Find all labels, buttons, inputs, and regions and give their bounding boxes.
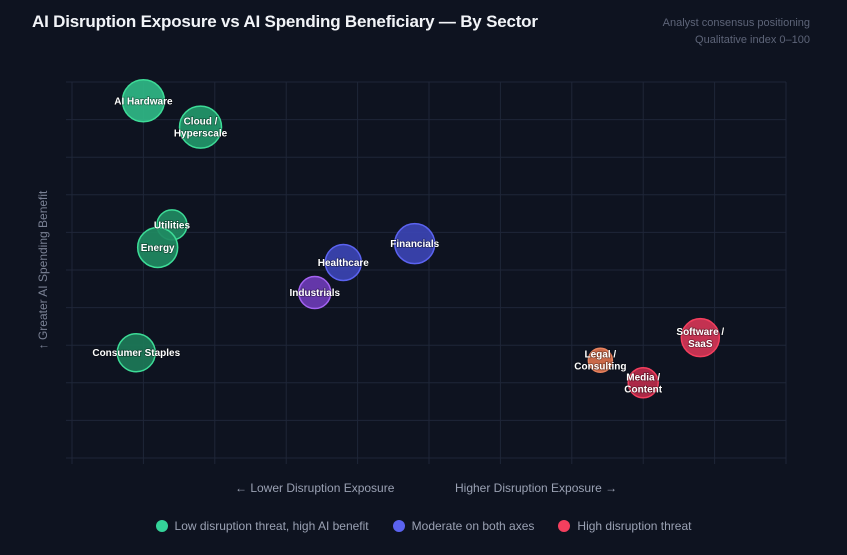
bubble-label-industrials: Industrials xyxy=(289,288,340,299)
legend-item-low[interactable]: Low disruption threat, high AI benefit xyxy=(155,519,369,533)
bubble-industrials[interactable] xyxy=(298,275,332,310)
legend-item-moderate[interactable]: Moderate on both axes xyxy=(392,519,535,533)
bubble-label-software-saas: Software / xyxy=(676,327,724,338)
x-axis-label-right: Higher Disruption Exposure → xyxy=(455,481,618,495)
grid xyxy=(66,81,787,464)
legend-label-high: High disruption threat xyxy=(577,519,692,533)
bubble-label-ai-hardware: AI Hardware xyxy=(114,96,173,107)
x-axis-label-left: ← Lower Disruption Exposure xyxy=(235,481,395,495)
bubble-software-saas[interactable] xyxy=(680,317,721,358)
bubble-label-financials: Financials xyxy=(390,239,439,250)
data-points xyxy=(116,79,721,399)
bubble-financials[interactable] xyxy=(393,222,436,265)
bubble-label-cloud-hyperscale: Hyperscale xyxy=(174,129,228,140)
legend: Low disruption threat, high AI benefit M… xyxy=(0,519,847,533)
bubble-label-software-saas: SaaS xyxy=(688,339,713,350)
subtitle-line-1: Analyst consensus positioning xyxy=(662,17,810,29)
legend-swatch-low xyxy=(155,520,168,532)
bubble-healthcare[interactable] xyxy=(324,243,363,282)
legend-label-moderate: Moderate on both axes xyxy=(411,519,535,533)
bubble-label-cloud-hyperscale: Cloud / xyxy=(184,117,218,128)
bubble-label-media-content: Media / xyxy=(626,372,660,383)
bubble-legal-consulting[interactable] xyxy=(587,347,614,373)
subtitle-line-2: Qualitative index 0–100 xyxy=(695,34,810,46)
legend-swatch-moderate xyxy=(392,520,405,532)
legend-item-high[interactable]: High disruption threat xyxy=(558,519,691,533)
bubble-cloud-hyperscale[interactable] xyxy=(178,105,223,149)
bubble-label-healthcare: Healthcare xyxy=(318,258,370,269)
bubble-energy[interactable] xyxy=(136,226,179,269)
bubble-label-utilities: Utilities xyxy=(154,220,191,231)
bubble-consumer-staples[interactable] xyxy=(116,332,157,373)
legend-swatch-high xyxy=(558,520,571,532)
chart-subtitle: Analyst consensus positioning Qualitativ… xyxy=(663,15,810,49)
legend-label-low: Low disruption threat, high AI benefit xyxy=(174,519,369,533)
chart-title: AI Disruption Exposure vs AI Spending Be… xyxy=(32,12,538,31)
bubble-label-media-content: Content xyxy=(624,384,662,395)
data-labels: AI Hardware Cloud /Hyperscale Utilities Ene… xyxy=(92,96,726,396)
bubble-ai-hardware[interactable] xyxy=(121,79,166,123)
bubble-label-energy: Energy xyxy=(141,243,175,254)
bubble-media-content[interactable] xyxy=(627,367,659,399)
bubble-label-consumer-staples: Consumer Staples xyxy=(92,348,180,359)
bubble-label-legal-consulting: Legal / xyxy=(585,350,617,361)
y-axis-label: ↑ Greater AI Spending Benefit xyxy=(36,190,50,350)
bubble-label-legal-consulting: Consulting xyxy=(574,362,626,373)
